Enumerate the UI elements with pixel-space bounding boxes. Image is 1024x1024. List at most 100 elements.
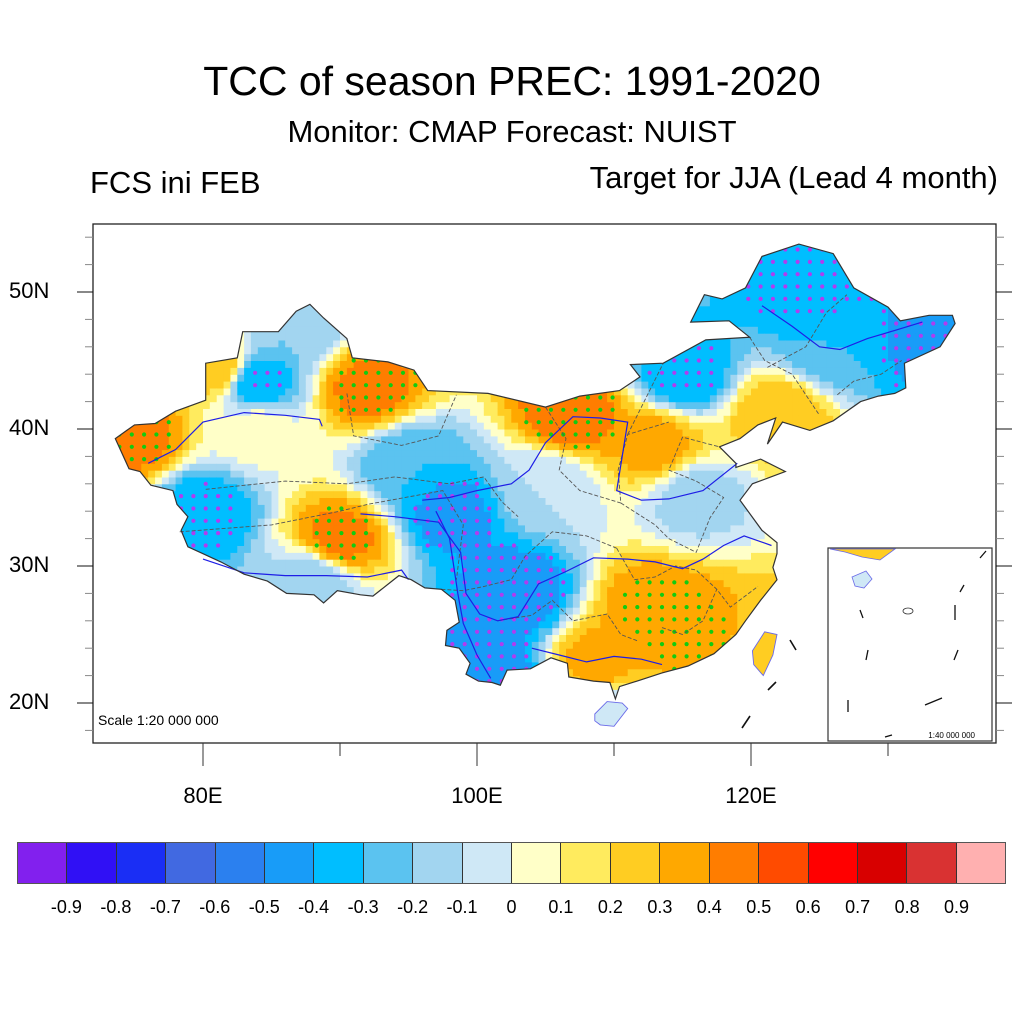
field-cell: [579, 655, 588, 663]
field-cell: [518, 655, 526, 663]
field-cell: [223, 524, 231, 533]
field-cell: [292, 333, 300, 341]
field-cell: [511, 470, 519, 478]
field-cell: [285, 381, 293, 389]
field-cell: [531, 429, 540, 437]
field-cell: [456, 476, 464, 485]
field-cell: [497, 559, 505, 567]
field-cell: [477, 531, 485, 540]
field-cell: [518, 579, 526, 588]
field-cell: [264, 346, 272, 355]
field-cell: [538, 634, 546, 642]
field-cell: [477, 634, 485, 642]
field-cell: [497, 442, 505, 451]
field-cell: [346, 566, 355, 574]
field-cell: [203, 449, 211, 457]
field-cell: [271, 579, 279, 588]
field-cell: [312, 552, 320, 560]
field-cell: [209, 442, 218, 451]
field-cell: [477, 504, 485, 512]
field-cell: [429, 497, 437, 505]
field-cell: [237, 511, 245, 519]
field-cell: [367, 456, 375, 464]
field-cell: [497, 511, 505, 519]
field-cell: [292, 346, 300, 355]
field-cell: [463, 435, 471, 444]
field-cell: [566, 401, 574, 409]
field-cell: [161, 415, 170, 423]
field-cell: [504, 401, 512, 409]
field-cell: [278, 579, 286, 588]
field-cell: [538, 586, 546, 594]
field-cell: [401, 476, 409, 485]
field-cell: [572, 483, 581, 492]
field-cell: [525, 531, 533, 540]
field-cell: [319, 566, 327, 574]
field-cell: [545, 607, 553, 615]
field-cell: [353, 559, 362, 567]
field-cell: [538, 572, 546, 581]
field-cell: [525, 470, 533, 478]
field-cell: [189, 442, 197, 451]
field-cell: [483, 429, 492, 437]
field-cell: [552, 579, 560, 588]
field-cell: [346, 490, 355, 498]
field-cell: [244, 490, 252, 498]
field-cell: [196, 497, 204, 505]
field-cell: [326, 442, 334, 451]
field-cell: [264, 415, 272, 423]
field-cell: [387, 504, 396, 512]
field-cell: [141, 470, 149, 478]
field-cell: [483, 449, 492, 457]
field-cell: [442, 641, 451, 649]
field-cell: [497, 483, 505, 492]
field-cell: [312, 442, 320, 451]
field-cell: [250, 435, 259, 444]
field-cell: [298, 429, 307, 437]
field-cell: [305, 353, 314, 361]
field-cell: [209, 470, 218, 478]
field-cell: [298, 463, 307, 471]
field-cell: [545, 476, 553, 485]
field-cell: [182, 456, 190, 464]
field-cell: [360, 559, 368, 567]
field-cell: [456, 497, 464, 505]
field-cell: [566, 593, 574, 601]
field-cell: [168, 442, 177, 451]
field-cell: [470, 634, 478, 642]
field-cell: [518, 600, 526, 608]
field-cell: [216, 360, 225, 368]
field-cell: [367, 504, 375, 512]
field-cell: [346, 524, 355, 533]
field-cell: [216, 490, 225, 498]
field-cell: [394, 408, 403, 416]
field-cell: [367, 394, 375, 403]
field-cell: [559, 401, 567, 409]
field-cell: [244, 483, 252, 492]
field-cell: [271, 387, 279, 396]
field-cell: [566, 511, 574, 519]
field-cell: [319, 470, 327, 478]
field-cell: [237, 545, 245, 553]
field-cell: [470, 655, 478, 663]
field-cell: [497, 504, 505, 512]
field-cell: [278, 511, 286, 519]
field-cell: [298, 374, 307, 382]
field-cell: [367, 586, 375, 594]
field-cell: [271, 483, 279, 492]
field-cell: [518, 648, 526, 656]
field-cell: [504, 579, 512, 588]
field-cell: [264, 333, 272, 341]
field-cell: [312, 333, 320, 341]
field-cell: [333, 353, 341, 361]
field-cell: [346, 374, 355, 382]
field-cell: [435, 470, 444, 478]
field-cell: [223, 463, 231, 471]
field-cell: [456, 593, 464, 601]
field-cell: [340, 511, 348, 519]
field-cell: [449, 408, 457, 416]
field-cell: [579, 600, 588, 608]
field-cell: [305, 490, 314, 498]
field-cell: [292, 579, 300, 588]
field-cell: [408, 449, 416, 457]
